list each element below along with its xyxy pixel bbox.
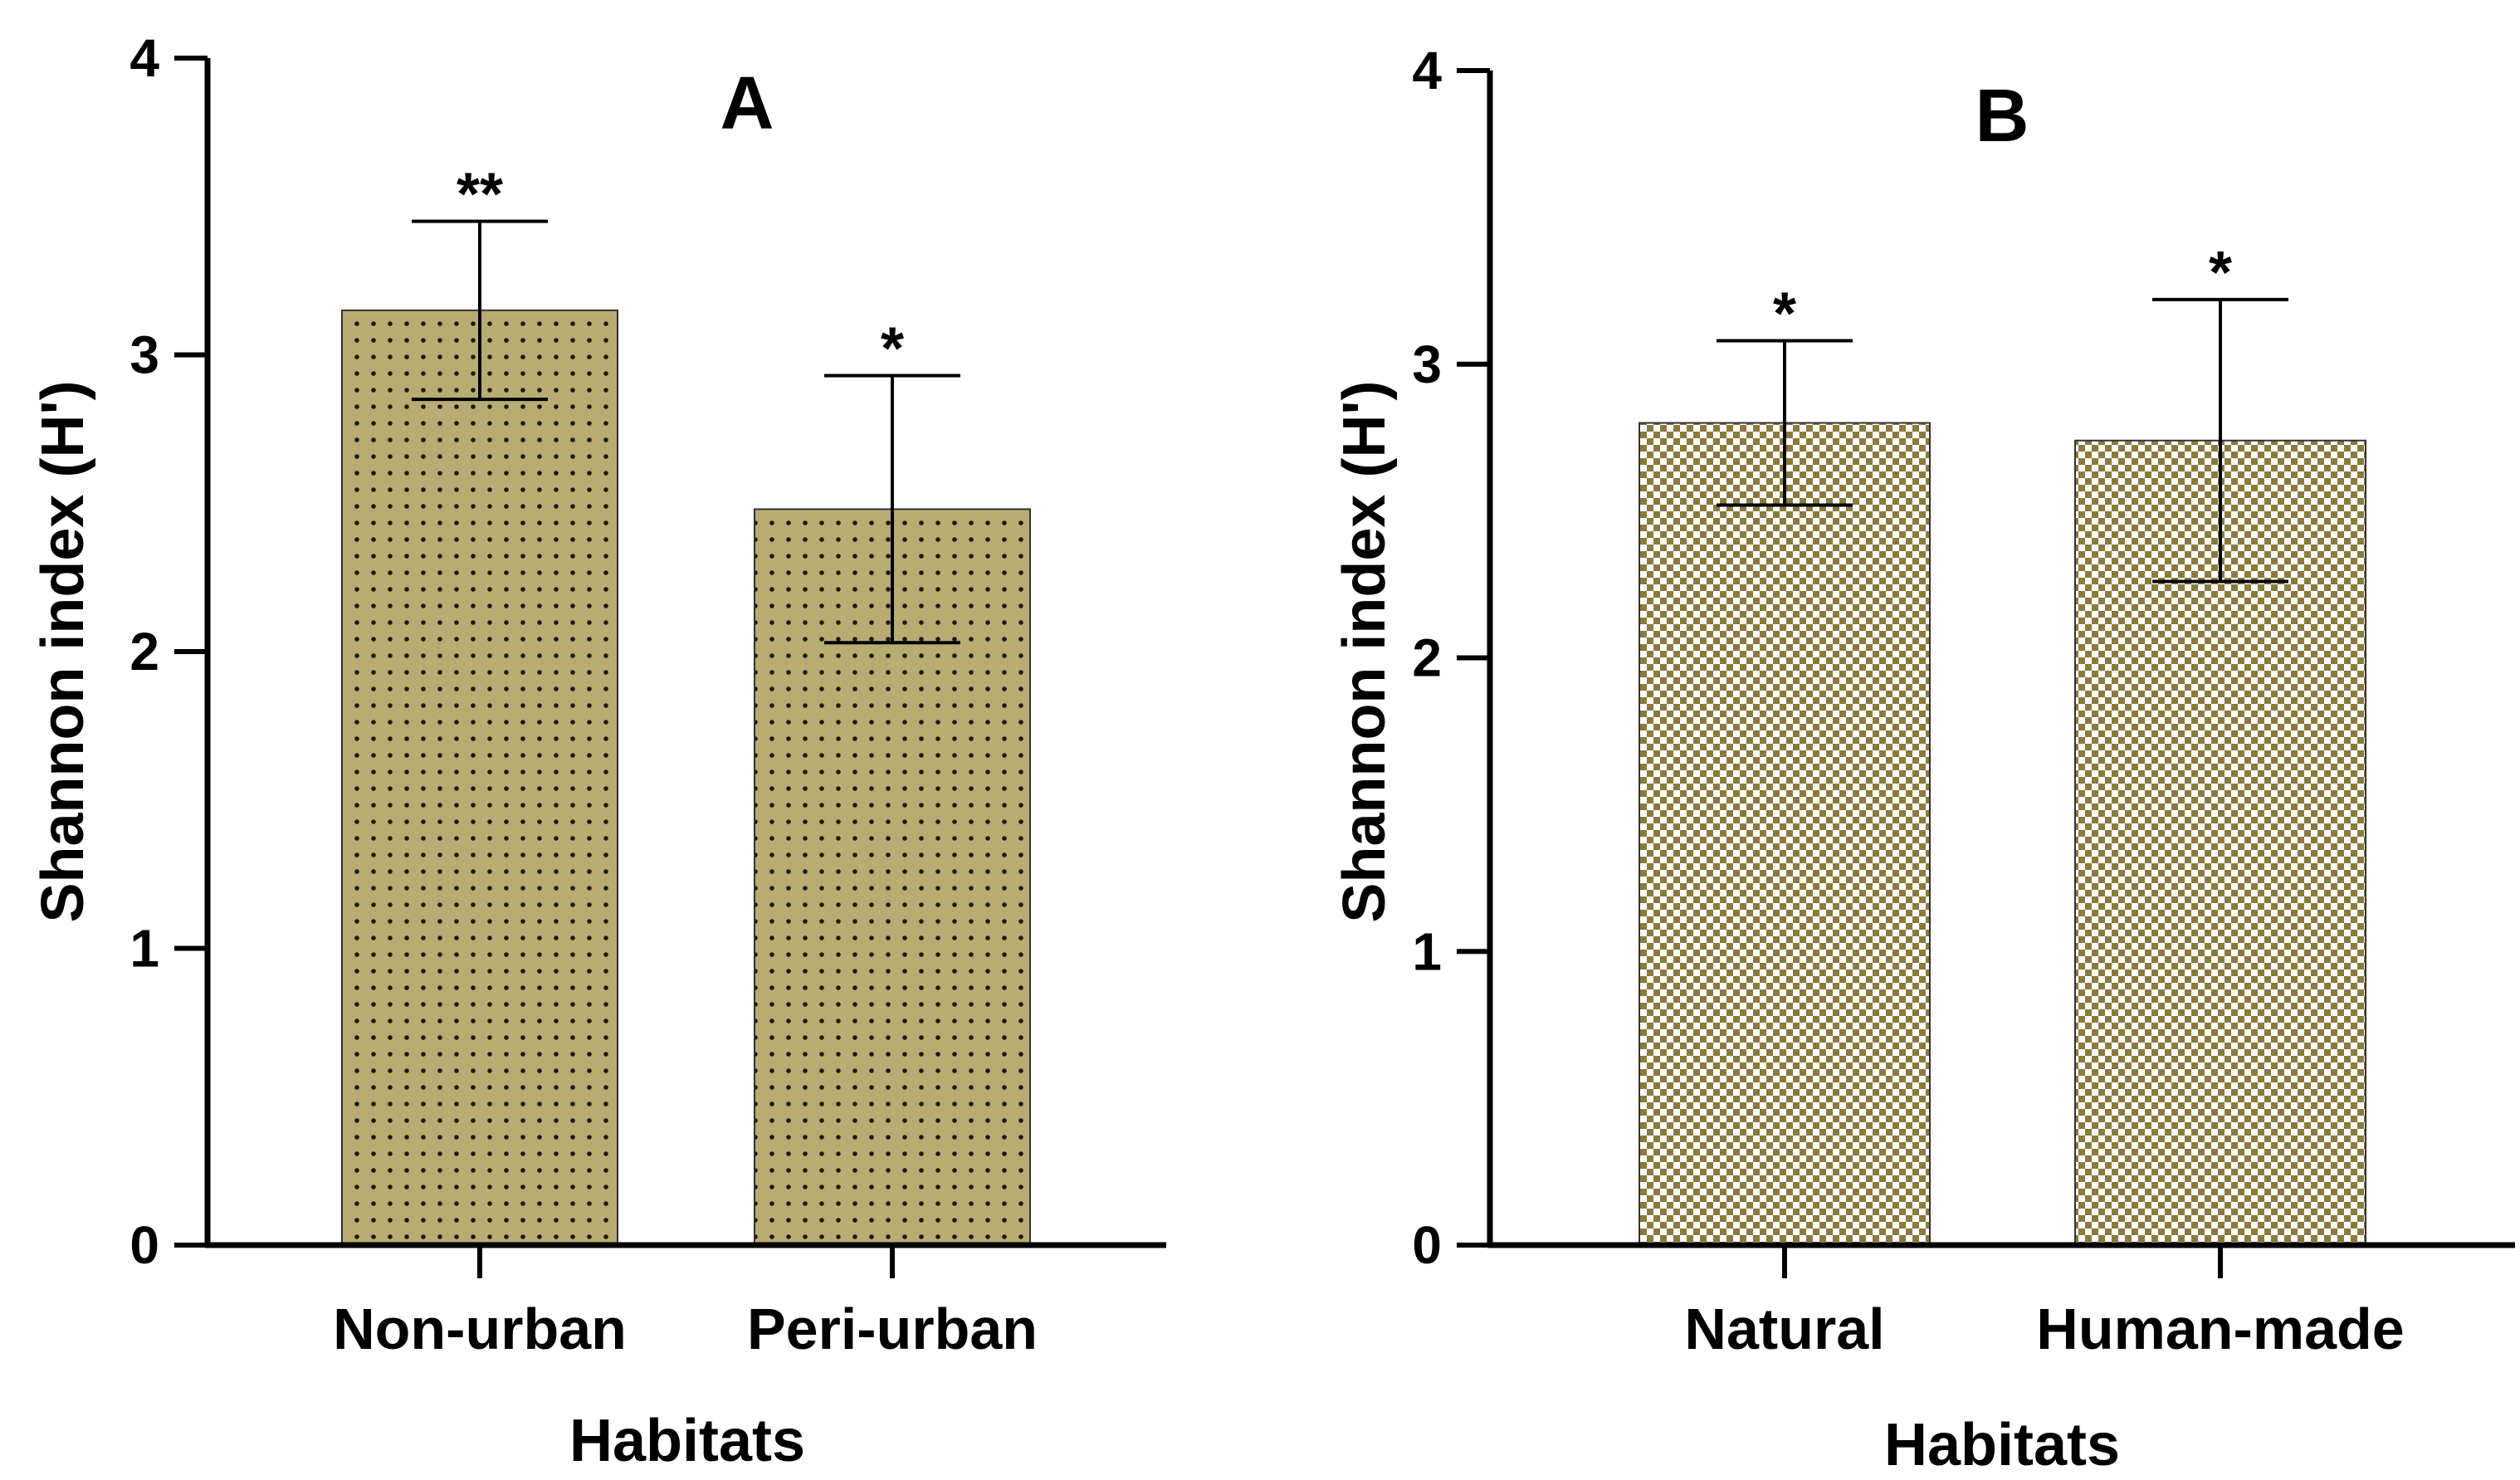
y-tick-label: 1: [129, 919, 159, 979]
panel-title: B: [1975, 75, 2029, 158]
significance-label: **: [457, 162, 503, 228]
x-tick-label: Natural: [1684, 1297, 1884, 1361]
bar: [341, 309, 618, 1246]
y-tick-label: 2: [129, 622, 159, 681]
x-tick-label: Non-urban: [333, 1297, 627, 1361]
x-tick-label: Human-made: [2036, 1297, 2404, 1361]
y-tick-label: 0: [1412, 1215, 1442, 1275]
y-tick-label: 4: [129, 28, 159, 88]
x-tick-label: Peri-urban: [747, 1297, 1038, 1361]
y-tick-label: 3: [129, 325, 159, 385]
y-tick-label: 2: [1412, 628, 1442, 688]
panel-b: * Natural * Human-made 0 1 2 3 4 B Habitats Shannon…: [1331, 41, 2515, 1478]
y-tick-label: 3: [1412, 335, 1442, 394]
panel-title: A: [720, 62, 774, 145]
significance-label: *: [881, 316, 904, 383]
panel-a: ** Non-urban * Peri-urban 0 1 2 3 4 A Habitats Shan…: [30, 28, 1166, 1474]
y-tick-label: 1: [1412, 921, 1442, 981]
x-axis-title: Habitats: [569, 1408, 805, 1474]
significance-label: *: [2209, 240, 2232, 306]
y-axis-title: Shannon index (H'): [1331, 380, 1398, 922]
y-tick-label: 4: [1412, 41, 1442, 100]
y-axis-title: Shannon index (H'): [30, 380, 96, 922]
bar: [1638, 422, 1931, 1246]
x-axis-title: Habitats: [1884, 1412, 2120, 1478]
y-tick-label: 0: [129, 1215, 159, 1275]
significance-label: *: [1773, 281, 1796, 347]
